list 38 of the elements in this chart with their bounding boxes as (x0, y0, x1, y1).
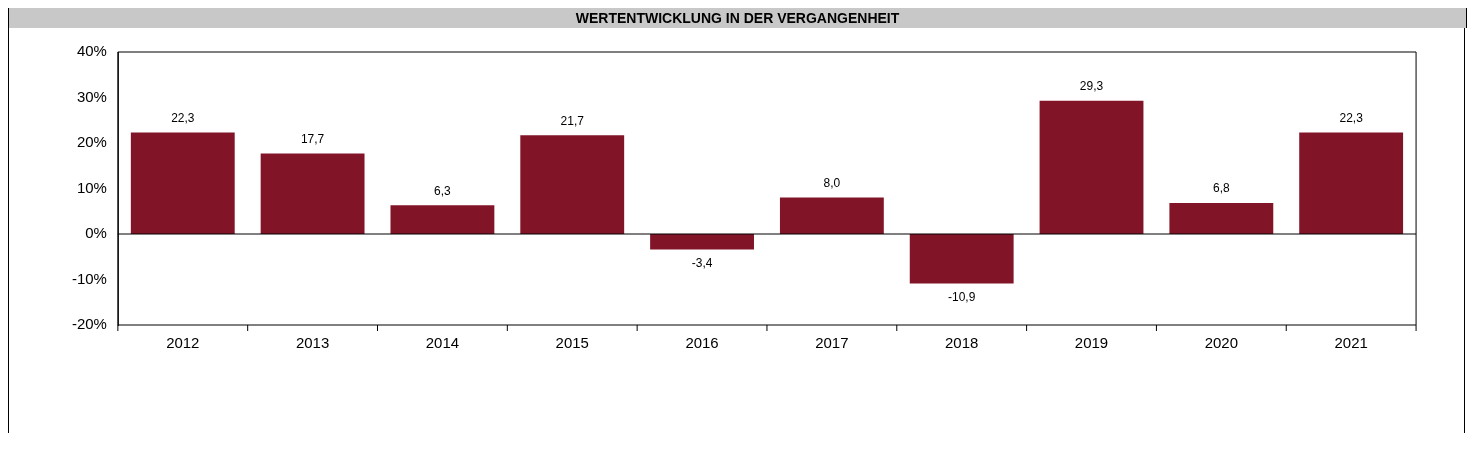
bar (1039, 100, 1144, 234)
x-tick-label: 2014 (425, 334, 460, 352)
data-label: 22,3 (1339, 110, 1364, 125)
x-tick-label: 2018 (945, 334, 979, 352)
x-tick-label: 2021 (1334, 334, 1368, 352)
data-label: -3,4 (691, 255, 713, 270)
y-tick-label: 0% (85, 224, 107, 242)
y-tick-label: -20% (71, 315, 107, 333)
data-label: 8,0 (823, 175, 841, 190)
data-label: 22,3 (171, 110, 195, 125)
x-tick-label: 2016 (685, 334, 719, 352)
bar (260, 153, 365, 234)
data-label: 6,3 (434, 183, 452, 198)
y-tick-label: 30% (76, 87, 107, 105)
data-label: -10,9 (948, 289, 976, 304)
x-tick-label: 2019 (1074, 334, 1109, 352)
x-tick-label: 2015 (555, 334, 589, 352)
data-label: 29,3 (1079, 78, 1104, 93)
bar (520, 135, 625, 234)
x-tick-label: 2017 (815, 334, 849, 352)
bar (1299, 132, 1404, 234)
y-tick-label: 10% (76, 178, 107, 196)
data-label: 6,8 (1213, 181, 1230, 196)
y-tick-label: 40% (76, 42, 107, 60)
bar (390, 205, 495, 234)
x-tick-label: 2020 (1204, 334, 1238, 352)
bar (130, 132, 235, 234)
x-tick-label: 2012 (166, 334, 200, 352)
y-tick-label: -10% (71, 269, 107, 287)
data-label: 17,7 (300, 131, 325, 146)
bar (909, 234, 1014, 284)
bar (779, 197, 884, 234)
bar (1169, 203, 1274, 234)
data-label: 21,7 (560, 113, 585, 128)
chart-title: WERTENTWICKLUNG IN DER VERGANGENHEIT (8, 8, 1467, 28)
x-tick-label: 2013 (295, 334, 330, 352)
bar (650, 234, 754, 250)
y-tick-label: 20% (76, 133, 107, 151)
